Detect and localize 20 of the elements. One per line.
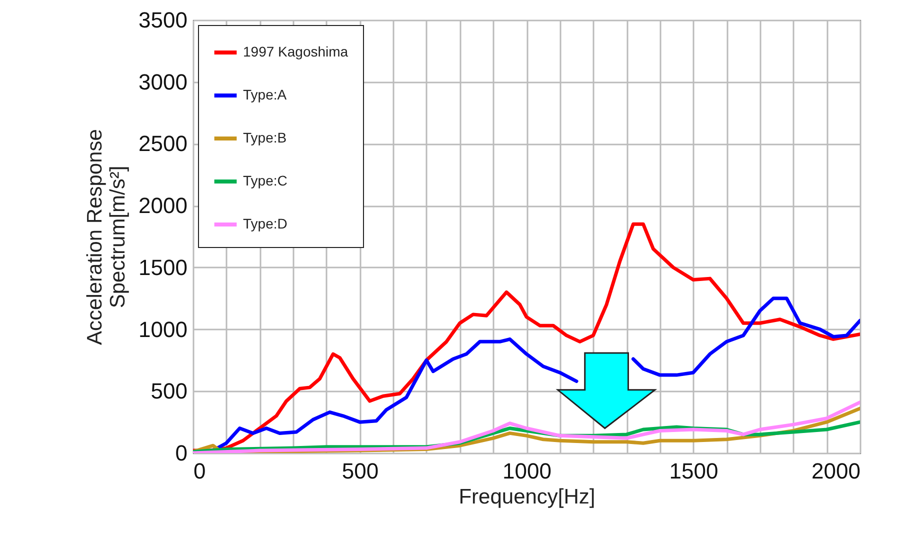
- legend-label: Type:D: [243, 216, 288, 232]
- y-tick-label: 0: [175, 440, 188, 466]
- x-axis-title: Frequency[Hz]: [458, 486, 596, 508]
- x-tick-label: 1000: [502, 458, 552, 484]
- y-tick-label: 3000: [138, 69, 188, 94]
- y-tick-label: 1500: [138, 254, 188, 280]
- x-tick-label: 2000: [812, 458, 860, 484]
- y-tick-label: 3500: [138, 8, 188, 32]
- y-tick-label: 1000: [138, 316, 188, 342]
- x-tick-label: 1500: [669, 458, 718, 484]
- x-tick-label: 500: [342, 458, 379, 484]
- y-tick-label: 500: [150, 378, 188, 404]
- y-axis-title: Acceleration Response Spectrum[m/s²]: [84, 129, 130, 345]
- legend-label: Type:A: [243, 86, 288, 102]
- legend-label: Type:B: [243, 130, 287, 146]
- legend-label: Type:C: [243, 172, 288, 188]
- y-tick-label: 2000: [138, 193, 188, 218]
- legend-label: 1997 Kagoshima: [243, 44, 348, 60]
- y-tick-label: 2500: [138, 131, 188, 156]
- x-tick-label: 0: [194, 458, 206, 484]
